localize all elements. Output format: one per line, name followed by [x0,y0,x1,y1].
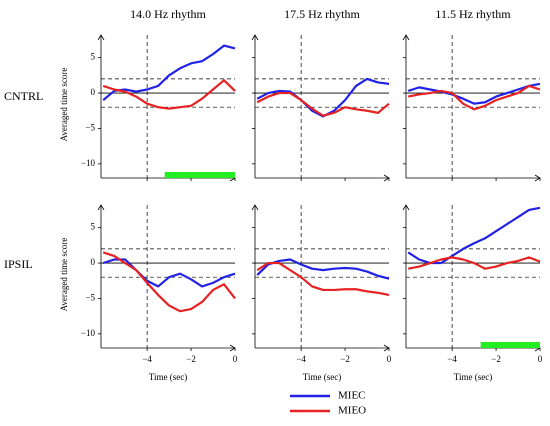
x-axis-label: Time (sec) [303,372,341,382]
series-line [102,258,236,288]
y-tick-label: −10 [81,328,96,338]
panel-title: 14.0 Hz rhythm [130,7,206,21]
row-label: IPSIL [4,257,33,271]
x-axis-label: Time (sec) [149,372,187,382]
x-tick-label: −2 [491,354,501,364]
arrow [97,204,105,211]
panel-title: 17.5 Hz rhythm [284,7,360,21]
series-line [102,44,236,101]
panel-title: 11.5 Hz rhythm [435,7,511,21]
x-tick-label: −4 [296,354,306,364]
x-tick-label: 0 [387,354,392,364]
y-tick-label: 5 [91,222,96,232]
y-tick-label: 0 [91,87,96,97]
y-axis-label: Averaged time score [59,238,69,312]
y-tick-label: −5 [85,123,95,133]
x-axis-label: Time (sec) [454,372,492,382]
y-tick-label: −5 [85,293,95,303]
series-line [407,82,541,105]
arrow [402,34,410,41]
legend-label: MIEC [338,390,366,402]
arrow [402,204,410,211]
arrow [97,34,105,41]
series-line [256,91,390,117]
x-tick-label: −2 [340,354,350,364]
y-axis-label: Averaged time score [59,68,69,142]
series-line [256,261,390,296]
y-tick-label: 5 [91,52,96,62]
y-tick-label: −10 [81,158,96,168]
y-tick-label: 0 [91,257,96,267]
series-line [407,84,541,111]
series-line [102,79,236,110]
series-line [256,258,390,280]
series-line [407,206,541,265]
x-tick-label: −2 [186,354,196,364]
series-line [102,251,236,313]
series-line [407,256,541,270]
legend-label: MIEO [338,405,366,417]
x-tick-label: 0 [538,354,543,364]
arrow [251,204,259,211]
arrow [251,34,259,41]
row-label: CNTRL [4,89,43,103]
x-tick-label: 0 [233,354,238,364]
x-tick-label: −4 [142,354,152,364]
x-tick-label: −4 [447,354,457,364]
